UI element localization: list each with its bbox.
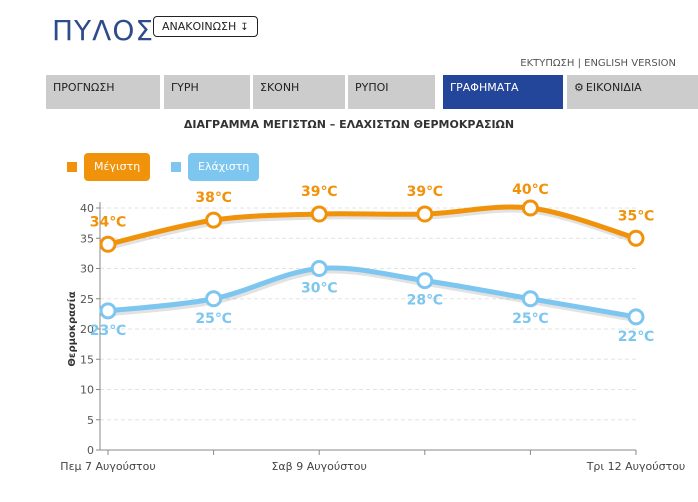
y-tick-label: 40: [80, 202, 94, 215]
arrow-down-icon: ↧: [240, 22, 249, 33]
legend-min-label: Ελάχιστη: [198, 160, 250, 173]
announcement-label: ΑΝΑΚΟΙΝΩΣΗ: [162, 20, 237, 33]
data-point: [521, 290, 539, 308]
y-tick-label: 25: [80, 293, 94, 306]
y-tick-label: 0: [87, 444, 94, 457]
tab-label: ΠΡΟΓΝΩΣΗ: [53, 81, 115, 94]
tab-label: ΣΚΟΝΗ: [260, 81, 300, 94]
tab-icons[interactable]: ⚙ ΕΙΚΟΝΙΔΙΑ: [567, 75, 698, 109]
data-label: 34℃: [90, 214, 126, 230]
data-point: [99, 302, 117, 320]
x-tick-label: Πεμ 7 Αυγούστου: [60, 460, 155, 473]
data-point: [627, 229, 645, 247]
data-label: 23℃: [90, 323, 126, 339]
tab-graphs[interactable]: ΓΡΑΦΗΜΑΤΑ: [443, 75, 563, 109]
data-label: 39℃: [301, 184, 337, 200]
y-tick-label: 20: [80, 323, 94, 336]
english-version-link[interactable]: ENGLISH VERSION: [584, 58, 676, 69]
y-axis-label: Θερμοκρασία: [66, 291, 78, 366]
y-tick-label: 15: [80, 353, 94, 366]
top-links: ΕΚΤΥΠΩΣΗ | ENGLISH VERSION: [520, 58, 676, 69]
print-link[interactable]: ΕΚΤΥΠΩΣΗ: [520, 58, 575, 69]
gear-icon: ⚙: [574, 81, 584, 94]
data-label: 38℃: [195, 190, 231, 206]
tab-forecast[interactable]: ΠΡΟΓΝΩΣΗ: [46, 75, 160, 109]
tab-label: ΓΥΡΗ: [171, 81, 199, 94]
tab-pollutants[interactable]: ΡΥΠΟΙ: [348, 75, 435, 109]
announcement-button[interactable]: ΑΝΑΚΟΙΝΩΣΗ ↧: [153, 16, 258, 37]
x-tick-label: Σαβ 9 Αυγούστου: [271, 460, 366, 473]
data-point: [99, 235, 117, 253]
data-point: [205, 290, 223, 308]
tab-pollen[interactable]: ΓΥΡΗ: [164, 75, 250, 109]
page-title: ΠΥΛΟΣ: [52, 14, 155, 47]
data-label: 39℃: [407, 184, 443, 200]
legend-min-swatch: [171, 162, 181, 172]
data-point: [310, 205, 328, 223]
link-separator: |: [577, 58, 581, 69]
data-label: 30℃: [301, 281, 337, 297]
data-label: 28℃: [407, 293, 443, 309]
data-point: [205, 211, 223, 229]
tab-label: ΡΥΠΟΙ: [355, 81, 389, 94]
tab-dust[interactable]: ΣΚΟΝΗ: [253, 75, 345, 109]
nav-tabs: ΠΡΟΓΝΩΣΗ ΓΥΡΗ ΣΚΟΝΗ ΡΥΠΟΙ ΓΡΑΦΗΜΑΤΑ ⚙ ΕΙΚ…: [46, 75, 698, 109]
legend-max-label: Μέγιστη: [94, 160, 141, 173]
data-label: 25℃: [195, 311, 231, 327]
series-line: [107, 204, 637, 247]
data-point: [416, 205, 434, 223]
chart-title: ΔΙΑΓΡΑΜΜΑ ΜΕΓΙΣΤΩΝ – ΕΛΑΧΙΣΤΩΝ ΘΕΡΜΟΚΡΑΣ…: [183, 118, 515, 131]
data-label: 35℃: [618, 208, 654, 224]
tab-label: ΓΡΑΦΗΜΑΤΑ: [450, 81, 519, 94]
data-point: [416, 272, 434, 290]
y-tick-label: 35: [80, 232, 94, 245]
data-label: 22℃: [618, 329, 654, 345]
legend-max-swatch: [67, 162, 77, 172]
data-point: [310, 260, 328, 277]
y-tick-label: 30: [80, 263, 94, 276]
data-label: 25℃: [512, 311, 548, 327]
legend-min[interactable]: Ελάχιστη: [188, 153, 260, 181]
legend-max[interactable]: Μέγιστη: [84, 153, 151, 181]
series-line: [107, 265, 637, 320]
data-point: [627, 308, 645, 326]
data-label: 40℃: [512, 182, 548, 198]
x-tick-label: Τρι 12 Αυγούστου: [586, 460, 686, 473]
y-tick-label: 10: [80, 384, 94, 397]
y-tick-label: 5: [87, 414, 94, 427]
tab-label: ΕΙΚΟΝΙΔΙΑ: [585, 81, 642, 94]
series-shadow: [108, 266, 638, 323]
data-point: [521, 199, 539, 217]
